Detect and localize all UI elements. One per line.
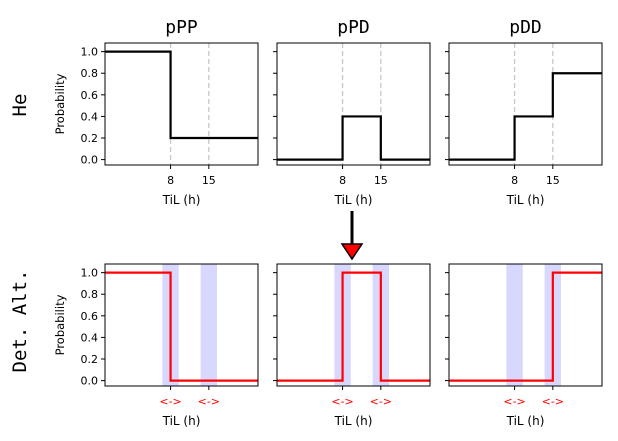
panel-title: pPD xyxy=(337,17,370,38)
y-tick-label: 0.2 xyxy=(81,353,99,366)
plot-frame xyxy=(276,42,431,166)
x-tick-label: <-> xyxy=(370,395,392,408)
y-axis-label: Probability xyxy=(53,294,67,355)
down-arrow xyxy=(340,211,364,261)
plot-frame xyxy=(104,263,259,387)
x-axis-label: TiL (h) xyxy=(162,193,201,207)
panel-4: 0.0 0.2 0.4 0.6 0.8 1.0 <-> <-> TiL (h) Probabili… xyxy=(53,263,259,428)
x-tick-label: <-> xyxy=(503,395,525,408)
series-line xyxy=(449,271,602,382)
x-tick-label: 15 xyxy=(374,174,388,187)
series-line xyxy=(105,50,258,140)
panel-6: <-> <-> TiL (h) xyxy=(445,263,603,428)
x-axis-label: TiL (h) xyxy=(506,414,545,428)
x-axis-label: TiL (h) xyxy=(334,193,373,207)
x-tick-label: <-> xyxy=(159,395,181,408)
x-tick-label: 15 xyxy=(202,174,216,187)
y-tick-label: 0.4 xyxy=(81,110,99,123)
x-axis-label: TiL (h) xyxy=(162,414,201,428)
x-tick-label: <-> xyxy=(331,395,353,408)
x-tick-label: <-> xyxy=(198,395,220,408)
series-line xyxy=(277,271,430,382)
x-tick-label: 8 xyxy=(511,174,518,187)
plot-frame xyxy=(104,42,259,166)
y-tick-label: 0.8 xyxy=(81,288,99,301)
y-tick-label: 0.2 xyxy=(81,132,99,145)
x-axis-label: TiL (h) xyxy=(506,193,545,207)
x-tick-label: <-> xyxy=(542,395,564,408)
y-tick-label: 0.6 xyxy=(81,310,99,323)
x-tick-label: 8 xyxy=(167,174,174,187)
row-label-he: He xyxy=(9,94,31,117)
y-tick-label: 0.4 xyxy=(81,331,99,344)
panel-title: pDD xyxy=(509,17,542,38)
row-label-det-alt: Det. Alt. xyxy=(9,270,31,373)
x-tick-label: 8 xyxy=(339,174,346,187)
shaded-band-2 xyxy=(200,264,218,386)
shaded-band-1 xyxy=(506,264,523,386)
series-line xyxy=(277,115,430,161)
y-axis-label: Probability xyxy=(53,73,67,134)
x-tick-label: 15 xyxy=(546,174,560,187)
x-axis-label: TiL (h) xyxy=(334,414,373,428)
series-line xyxy=(105,271,258,382)
y-tick-label: 0.6 xyxy=(81,89,99,102)
y-tick-label: 0.8 xyxy=(81,67,99,80)
y-tick-label: 1.0 xyxy=(81,267,99,280)
y-tick-label: 0.0 xyxy=(81,154,99,167)
down-arrow-head xyxy=(340,243,364,261)
plot-frame xyxy=(276,263,431,387)
series-line xyxy=(449,72,602,161)
y-tick-label: 0.0 xyxy=(81,375,99,388)
plot-frame xyxy=(448,263,603,387)
panel-5: <-> <-> TiL (h) xyxy=(273,263,431,428)
plot-frame xyxy=(448,42,603,166)
y-tick-label: 1.0 xyxy=(81,46,99,59)
panel-title: pPP xyxy=(165,17,198,38)
